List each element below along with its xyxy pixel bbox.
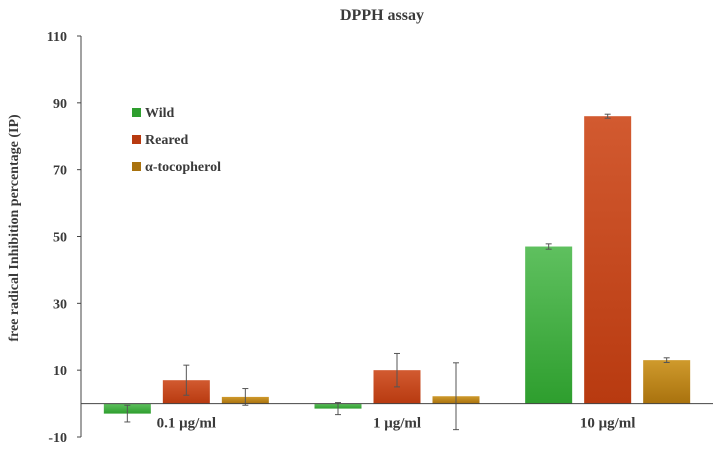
chart-title: DPPH assay <box>340 7 424 24</box>
y-axis-label: free radical Inhibition percentage (IP) <box>7 114 22 342</box>
legend-label: α-tocopherol <box>145 160 221 175</box>
y-tick-label: 70 <box>53 164 67 179</box>
y-tick-label: -10 <box>48 431 67 446</box>
legend-label: Reared <box>145 133 188 148</box>
bars <box>103 113 691 431</box>
y-tick-label: 30 <box>53 297 67 312</box>
legend-swatch <box>132 135 141 144</box>
y-tick-label: 90 <box>53 97 67 112</box>
bar-Reared-10 μg/ml <box>584 116 632 404</box>
y-tick-label: 50 <box>53 231 67 246</box>
y-ticks: -10 10 30 50 70 90 110 <box>47 30 81 446</box>
legend-swatch <box>132 162 141 171</box>
bar-α-tocopherol-10 μg/ml <box>643 360 691 404</box>
category-label: 1 μg/ml <box>373 416 421 432</box>
y-tick-label: 10 <box>53 364 67 379</box>
legend-swatch <box>132 108 141 117</box>
category-labels: 0.1 μg/ml 1 μg/ml 10 μg/ml <box>157 416 636 432</box>
bar-Wild-10 μg/ml <box>525 246 573 404</box>
y-tick-label: 110 <box>47 30 67 45</box>
legend-label: Wild <box>145 106 175 121</box>
category-label: 10 μg/ml <box>580 416 636 432</box>
category-label: 0.1 μg/ml <box>157 416 216 432</box>
legend: Wild Reared α-tocopherol <box>132 106 221 175</box>
